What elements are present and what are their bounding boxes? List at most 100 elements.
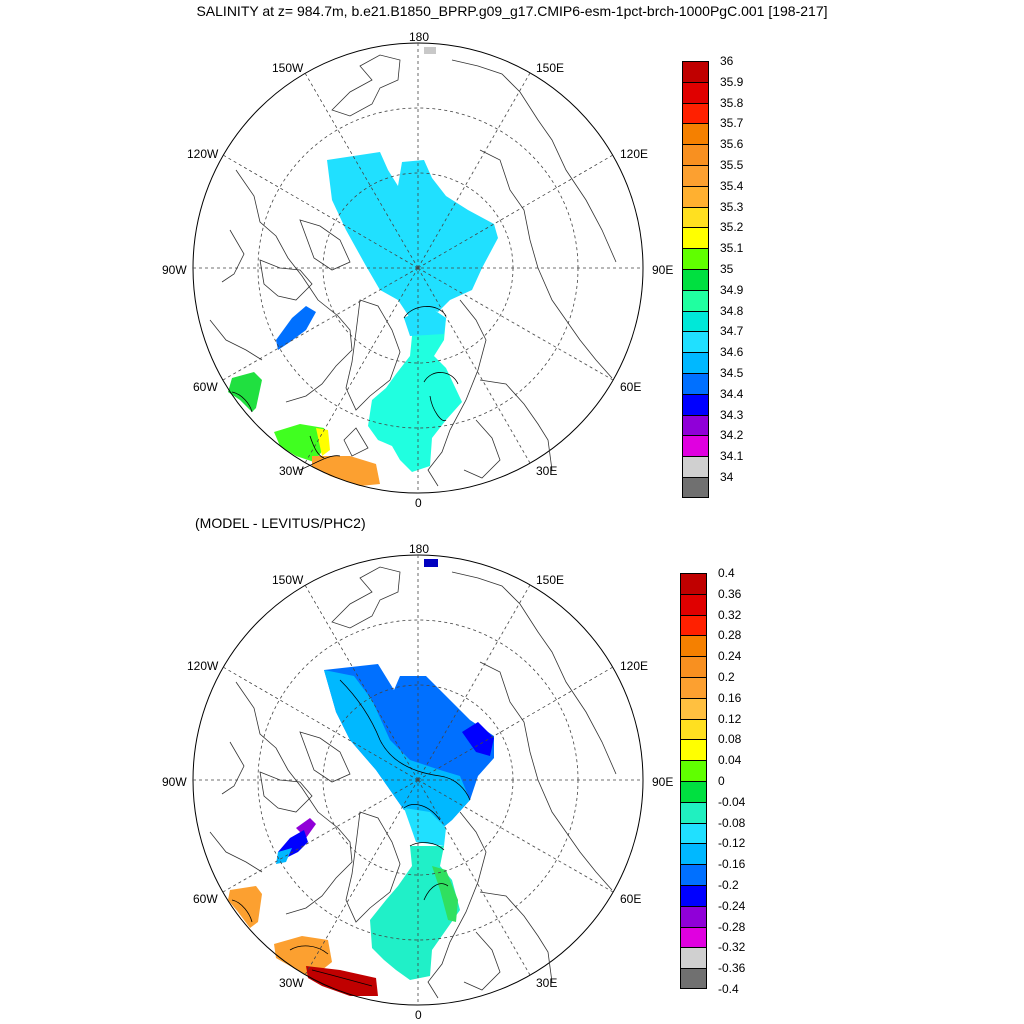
colorbar-label: 34.9 bbox=[720, 282, 744, 297]
nordic-seas-field bbox=[368, 306, 462, 472]
colorbar-label: 0.36 bbox=[718, 586, 742, 601]
colorbar-box bbox=[682, 456, 709, 477]
arctic-basin-lightblue-field bbox=[324, 670, 470, 830]
colorbar-label: -0.32 bbox=[718, 940, 746, 955]
colorbar-label: 0.04 bbox=[718, 753, 742, 768]
labrador-orange-field bbox=[228, 886, 262, 928]
lon-label-30e: 30E bbox=[536, 464, 558, 478]
lon-label-150w-bottom: 150W bbox=[272, 573, 304, 587]
colorbar-box bbox=[682, 393, 709, 415]
colorbar-label: 34 bbox=[720, 470, 734, 484]
colorbar-box bbox=[682, 269, 709, 290]
colorbar-label: 36 bbox=[720, 54, 734, 68]
colorbar-label: -0.36 bbox=[718, 961, 746, 976]
colorbar-box bbox=[682, 373, 709, 394]
colorbar-box bbox=[682, 61, 709, 82]
lon-label-150w: 150W bbox=[272, 61, 304, 75]
colorbar-box bbox=[680, 926, 707, 948]
colorbar-label: 0.32 bbox=[718, 607, 742, 622]
colorbar-label: -0.24 bbox=[718, 898, 746, 913]
difference-subtitle: (MODEL - LEVITUS/PHC2) bbox=[195, 515, 366, 531]
colorbar-box bbox=[680, 843, 707, 865]
colorbar-label: 34.2 bbox=[720, 428, 744, 443]
lon-label-120w-bottom: 120W bbox=[187, 659, 219, 673]
colorbar-label: -0.04 bbox=[718, 794, 746, 809]
colorbar-label: -0.08 bbox=[718, 815, 746, 830]
colorbar-label: 0.2 bbox=[718, 670, 735, 684]
fram-strait-cyan-field bbox=[404, 808, 446, 846]
lon-label-60e-bottom: 60E bbox=[620, 892, 642, 906]
colorbar-box bbox=[680, 781, 707, 802]
colorbar-box bbox=[682, 206, 709, 228]
colorbar-label: 35.4 bbox=[720, 178, 744, 193]
colorbar-label: 34.3 bbox=[720, 407, 744, 422]
lon-label-150e: 150E bbox=[536, 61, 565, 75]
colorbar-box bbox=[680, 656, 707, 677]
salinity-colorbar: 36 35.9 35.8 35.7 35.6 35.5 35.4 35.3 35.2 35.1 35… bbox=[682, 54, 762, 498]
salinity-fields-top bbox=[228, 152, 498, 486]
atlantic-green-field bbox=[274, 424, 326, 462]
lon-label-30w-bottom: 30W bbox=[279, 976, 304, 990]
baffin-field bbox=[276, 306, 316, 350]
lon-label-30e-bottom: 30E bbox=[536, 976, 558, 990]
colorbar-box bbox=[680, 677, 707, 698]
colorbar-label: -0.12 bbox=[718, 836, 746, 851]
colorbar-label: 35.8 bbox=[720, 95, 744, 110]
lon-label-0: 0 bbox=[415, 496, 422, 510]
lon-label-60w: 60W bbox=[193, 380, 218, 394]
colorbar-label: 35.1 bbox=[720, 241, 744, 256]
colorbar-label: -0.4 bbox=[718, 982, 739, 996]
colorbar-box bbox=[680, 739, 707, 761]
colorbar-label: 34.7 bbox=[720, 324, 744, 339]
difference-fields-bottom bbox=[228, 664, 494, 996]
colorbar-box bbox=[682, 435, 709, 457]
colorbar-label: 35.6 bbox=[720, 137, 744, 152]
colorbar-box bbox=[682, 310, 709, 332]
lon-label-120e-bottom: 120E bbox=[620, 659, 649, 673]
colorbar-label: -0.16 bbox=[718, 857, 746, 872]
colorbar-box bbox=[680, 947, 707, 969]
colorbar-label: 35.7 bbox=[720, 116, 744, 131]
colorbar-label: 35.2 bbox=[720, 220, 744, 235]
colorbar-box bbox=[680, 614, 707, 636]
colorbar-box bbox=[682, 185, 709, 207]
colorbar-box bbox=[680, 968, 707, 989]
colorbar-label: 34.1 bbox=[720, 449, 744, 464]
colorbar-label: 0.28 bbox=[718, 628, 742, 643]
colorbar-box bbox=[682, 102, 709, 124]
colorbar-label: 34.5 bbox=[720, 366, 744, 380]
colorbar-box bbox=[680, 885, 707, 906]
colorbar-label: 34.8 bbox=[720, 303, 744, 318]
colorbar-label: 0.08 bbox=[718, 732, 742, 747]
colorbar-box bbox=[680, 573, 707, 594]
colorbar-box bbox=[680, 801, 707, 823]
colorbar-label: -0.2 bbox=[718, 878, 739, 892]
colorbar-box bbox=[682, 352, 709, 373]
lon-label-90w-bottom: 90W bbox=[162, 775, 187, 789]
colorbar-box bbox=[680, 905, 707, 927]
colorbar-label: 0.16 bbox=[718, 690, 742, 705]
lon-label-90e: 90E bbox=[652, 263, 674, 277]
lon-label-180: 180 bbox=[409, 30, 430, 44]
colorbar-box bbox=[682, 331, 709, 353]
colorbar-label: 0.12 bbox=[718, 711, 742, 726]
atlantic-yellow-field bbox=[316, 428, 330, 456]
difference-colorbar: 0.4 0.36 0.32 0.28 0.24 0.2 0.16 0.12 0.08 0.04 0 -… bbox=[680, 566, 760, 996]
colorbar-label: -0.28 bbox=[718, 919, 746, 934]
colorbar-box bbox=[680, 822, 707, 844]
lon-label-60w-bottom: 60W bbox=[193, 892, 218, 906]
baffin-light-field bbox=[276, 848, 292, 864]
colorbar-label: 0.24 bbox=[718, 649, 742, 664]
colorbar-box bbox=[682, 144, 709, 165]
colorbar-box bbox=[680, 593, 707, 615]
lon-label-90e-bottom: 90E bbox=[652, 775, 674, 789]
colorbar-box bbox=[680, 718, 707, 740]
lon-label-30w: 30W bbox=[279, 464, 304, 478]
labrador-field bbox=[228, 372, 262, 412]
colorbar-box bbox=[680, 635, 707, 657]
colorbar-label: 34.6 bbox=[720, 345, 744, 360]
arctic-basin-field bbox=[327, 152, 498, 318]
fram-strait-field bbox=[404, 306, 446, 336]
colorbar-box bbox=[682, 123, 709, 145]
